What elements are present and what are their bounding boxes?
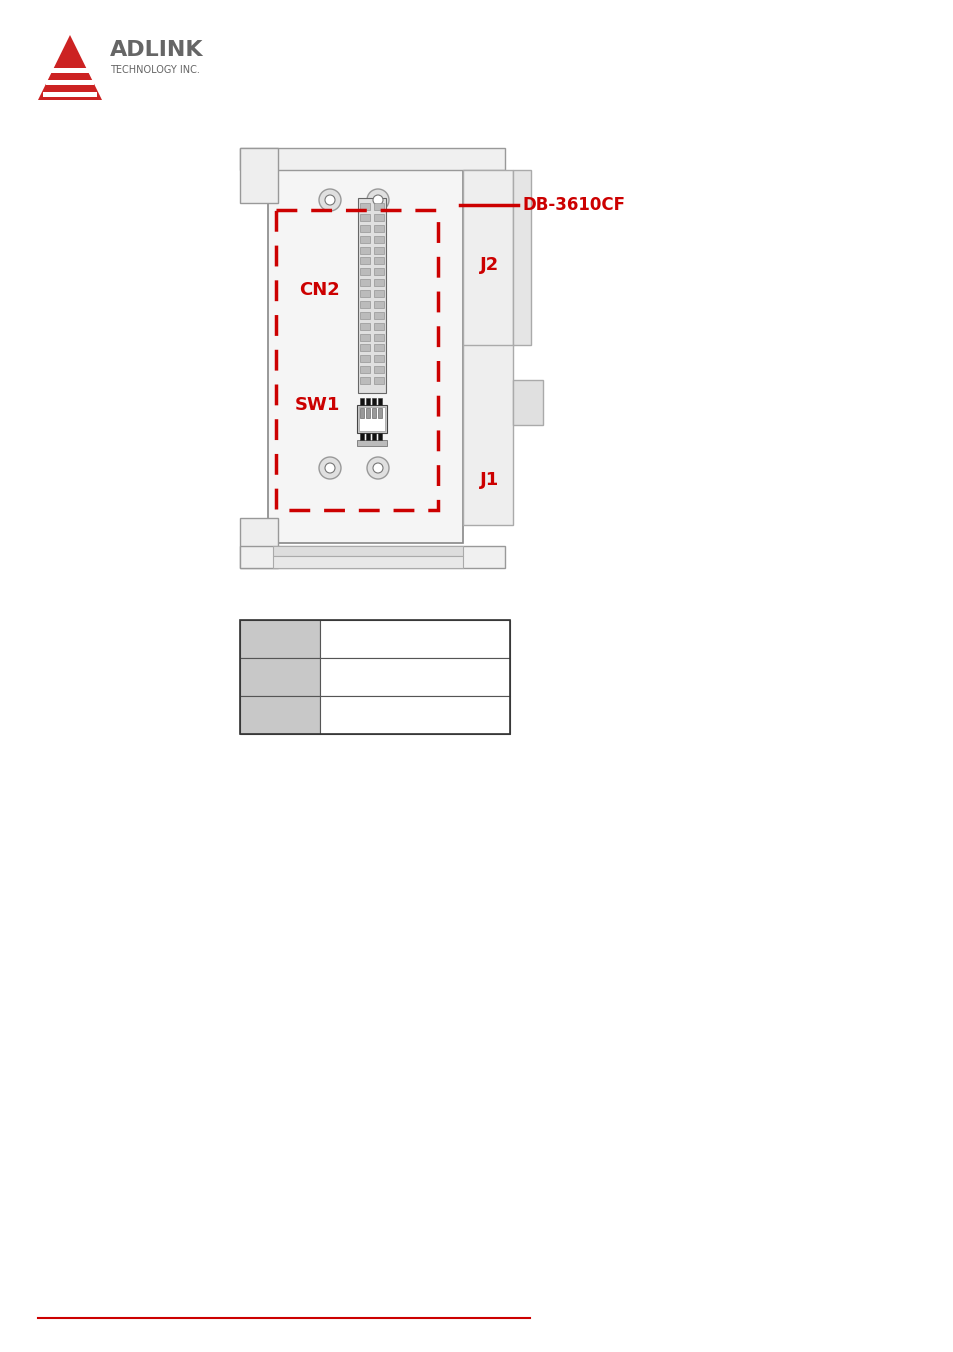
Bar [268, 168, 462, 544]
Bar [240, 696, 319, 734]
Bar [359, 279, 370, 287]
Bar [358, 407, 385, 431]
Bar [240, 147, 277, 203]
Text: DB-3610CF: DB-3610CF [522, 196, 625, 214]
Bar [240, 621, 319, 658]
Bar [48, 68, 91, 73]
Bar [359, 291, 370, 297]
Bar [240, 621, 510, 734]
Bar [374, 291, 384, 297]
Bar [43, 92, 97, 97]
Bar [359, 246, 370, 254]
Bar [359, 334, 370, 341]
Bar [377, 397, 381, 406]
Text: ADLINK: ADLINK [110, 41, 203, 59]
Bar [374, 268, 384, 276]
Bar [359, 268, 370, 276]
Bar [46, 80, 94, 85]
Circle shape [318, 189, 340, 211]
Circle shape [325, 195, 335, 206]
Bar [374, 235, 384, 242]
Bar [359, 356, 370, 362]
Bar [366, 408, 370, 418]
Bar [359, 257, 370, 265]
Bar [374, 356, 384, 362]
Circle shape [373, 195, 382, 206]
Text: J2: J2 [479, 256, 498, 274]
Bar [359, 203, 370, 210]
Bar [359, 312, 370, 319]
Bar [359, 366, 370, 373]
Bar [357, 197, 386, 393]
Circle shape [373, 462, 382, 473]
Bar [366, 397, 370, 406]
Text: CN2: CN2 [299, 281, 339, 299]
Bar [372, 433, 375, 439]
Bar [374, 334, 384, 341]
Bar [377, 433, 381, 439]
Bar [372, 408, 375, 418]
Bar [240, 658, 319, 696]
Bar [374, 345, 384, 352]
Bar [372, 397, 375, 406]
Bar [513, 380, 542, 425]
Bar [359, 345, 370, 352]
Bar [240, 518, 277, 568]
Bar [359, 214, 370, 220]
Circle shape [318, 457, 340, 479]
Bar [359, 377, 370, 384]
Bar [359, 224, 370, 231]
Bar [356, 406, 387, 433]
Bar [319, 696, 510, 734]
Bar [374, 312, 384, 319]
Bar [374, 246, 384, 254]
Bar [374, 301, 384, 308]
Bar [359, 397, 364, 406]
Bar [319, 621, 510, 658]
Bar [273, 546, 462, 556]
Bar [374, 323, 384, 330]
Bar [359, 408, 364, 418]
Bar [374, 279, 384, 287]
Bar [374, 257, 384, 265]
Bar [462, 170, 513, 525]
Bar [240, 147, 504, 170]
Bar [374, 377, 384, 384]
Bar [359, 301, 370, 308]
Bar [377, 408, 381, 418]
Bar [359, 433, 364, 439]
Text: TECHNOLOGY INC.: TECHNOLOGY INC. [110, 65, 200, 74]
Circle shape [367, 189, 389, 211]
Bar [374, 366, 384, 373]
Bar [356, 439, 387, 446]
Polygon shape [38, 35, 102, 100]
Text: SW1: SW1 [294, 396, 339, 414]
Bar [273, 556, 462, 568]
Circle shape [325, 462, 335, 473]
Bar [240, 546, 504, 568]
Circle shape [367, 457, 389, 479]
Text: J1: J1 [479, 470, 498, 489]
Bar [319, 658, 510, 696]
Bar [366, 433, 370, 439]
Bar [374, 224, 384, 231]
Bar [374, 203, 384, 210]
Bar [513, 170, 531, 345]
Bar [359, 235, 370, 242]
Bar [359, 323, 370, 330]
Bar [374, 214, 384, 220]
Bar [275, 210, 437, 510]
